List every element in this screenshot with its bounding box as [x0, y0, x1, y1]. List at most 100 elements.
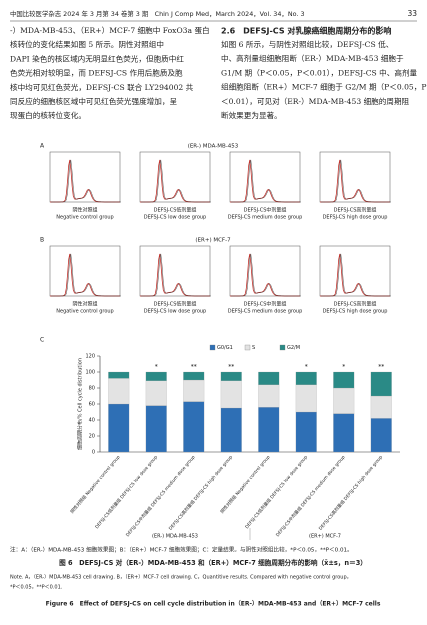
group-label-cn: 阴性对照组 [72, 207, 97, 214]
x-tick-label: DEFSJ-CS低剂量组 DEFSJ-CS low dose group [93, 454, 159, 531]
body-line: 如图 6 所示，与阴性对照组比较，DEFSJ-CS 低、 [221, 39, 393, 49]
panel-title: (ER+) MCF-7 [195, 238, 231, 244]
figure-note-cn: 注：A：（ER-）MDA-MB-453 细胞效果图；B：（ER+）MCF-7 细… [10, 546, 353, 554]
group-label-cn: DEFSJ-CS低剂量组 [154, 301, 197, 308]
group-label-en: DEFSJ-CS high dose group [323, 215, 388, 221]
group-label-cn: DEFSJ-CS中剂量组 [244, 301, 287, 308]
group-label-cn: DEFSJ-CS高剂量组 [334, 207, 377, 214]
histogram-frame [229, 245, 301, 297]
body-line: 组细胞阻断（ER+）MCF-7 细胞于 G2/M 期（P＜0.05，P [221, 82, 426, 92]
y-tick-label: 80 [89, 386, 95, 392]
significance-mark: * [305, 364, 308, 371]
histogram-frame [49, 245, 121, 297]
bar-segment [258, 384, 280, 408]
significance-mark: ** [228, 364, 234, 371]
group-label-en: DEFSJ-CS low dose group [144, 215, 206, 221]
x-tick-label: DEFSJ-CS中剂量组 DEFSJ-CS medium dose group [274, 454, 347, 539]
legend-swatch [244, 344, 251, 351]
bar-segment [295, 411, 317, 453]
body-line: 现蛋白的核转位变化。 [10, 110, 86, 120]
section-heading: 2.6 DEFSJ-CS 对乳腺癌细胞周期分布的影响 [221, 26, 391, 36]
bar-segment [295, 384, 317, 413]
y-axis-label: 细胞周期分布/% Cell cycle distribution [77, 358, 84, 450]
bar-segment [220, 407, 242, 453]
significance-mark: ** [378, 364, 384, 371]
body-line: 核中均可见红色荧光，DEFSJ-CS 联合 LY294002 共 [10, 82, 194, 92]
bar-segment [333, 371, 355, 389]
bar-segment [108, 403, 130, 453]
bar-segment [183, 371, 205, 381]
bar-segment [220, 371, 242, 381]
bar-segment [183, 379, 205, 402]
group-label-en: Negative control group [56, 215, 113, 221]
group-label-en: DEFSJ-CS low dose group [144, 309, 206, 315]
body-line: 同反应的细胞核区域中可见红色荧光强度增加，呈 [10, 96, 177, 106]
x-tick-label: DEFSJ-CS高剂量组 DEFSJ-CS high dose group [317, 454, 384, 532]
legend-label: G0/G1 [217, 345, 233, 351]
panel-label: A [40, 143, 45, 150]
panel-title: (ER-) MDA-MB-453 [188, 144, 239, 150]
body-line: G1/M 期（P＜0.05，P＜0.01），DEFSJ-CS 中、高剂量 [221, 67, 418, 77]
group-label-cn: DEFSJ-CS高剂量组 [334, 301, 377, 308]
histogram-curve [231, 253, 301, 297]
body-line: 核转位的变化结果如图 5 所示。阴性对照组中 [10, 39, 164, 49]
group-label-cn: DEFSJ-CS中剂量组 [244, 207, 287, 214]
group-label-cn: 阴性对照组 [72, 301, 97, 308]
histogram-frame [139, 245, 211, 297]
bar-segment [370, 418, 392, 453]
bar-segment [258, 371, 280, 385]
legend-label: G2/M [287, 345, 300, 351]
y-tick-label: 100 [85, 370, 95, 376]
group-label-en: DEFSJ-CS medium dose group [228, 215, 303, 221]
bar-segment [220, 380, 242, 409]
group-label: (ER+) MCF-7 [309, 534, 341, 540]
body-line: 色荧光相对较明显，而 DEFSJ-CS 作用后胞质及胞 [10, 68, 183, 78]
histogram-curve [321, 253, 391, 297]
y-tick-label: 60 [89, 402, 95, 408]
histogram-frame [319, 245, 391, 297]
figure-caption-en: Figure 6 Effect of DEFSJ-CS on cell cycl… [46, 600, 381, 608]
legend-swatch [209, 344, 216, 351]
significance-mark: * [155, 364, 158, 371]
histogram-frame [139, 151, 211, 203]
group-label-cn: DEFSJ-CS低剂量组 [154, 207, 197, 214]
y-tick-label: 120 [85, 354, 95, 360]
y-tick-label: 0 [92, 450, 95, 456]
y-tick-label: 40 [89, 418, 95, 424]
running-header: 中国比较医学杂志 2024 年 3 月第 34 卷第 3 期 Chin J Co… [10, 9, 305, 18]
bar-segment [258, 407, 280, 453]
page-number: 33 [407, 9, 417, 18]
group-label-en: DEFSJ-CS medium dose group [228, 309, 303, 315]
legend-swatch [279, 344, 286, 351]
significance-mark: * [342, 364, 345, 371]
bar-segment [108, 378, 130, 405]
body-line: ＜0.01），可见对（ER-）MDA-MB-453 细胞的周期阻 [221, 96, 410, 106]
histogram-curve [231, 159, 301, 203]
figure-note-en: *P＜0.05，**P＜0.01. [10, 585, 63, 591]
histogram-curve [141, 159, 211, 203]
legend-label: S [252, 345, 255, 351]
x-tick-label: DEFSJ-CS低剂量组 DEFSJ-CS low dose group [243, 454, 309, 531]
bar-segment [295, 371, 317, 385]
figure-caption-cn: 图 6 DEFSJ-CS 对（ER-）MDA-MB-453 和（ER+）MCF-… [59, 558, 367, 567]
body-line: -）MDA-MB-453、（ER+）MCF-7 细胞中 FoxO3a 蛋白 [10, 25, 210, 35]
bar-segment [370, 371, 392, 397]
group-label: (ER-) MDA-MB-453 [152, 534, 198, 540]
body-line: 中、高剂量组细胞阻断（ER-）MDA-MB-453 细胞于 [221, 53, 404, 63]
bar-segment [370, 395, 392, 419]
panel-label: B [40, 237, 44, 244]
bar-segment [333, 413, 355, 453]
x-tick-label: DEFSJ-CS中剂量组 DEFSJ-CS medium dose group [124, 454, 197, 539]
significance-mark: ** [191, 364, 197, 371]
histogram-frame [229, 151, 301, 203]
bar-segment [145, 371, 167, 381]
histogram-curve [51, 253, 121, 297]
histogram-frame [319, 151, 391, 203]
group-label-en: Negative control group [56, 309, 113, 315]
histogram-curve [51, 159, 121, 203]
bar-segment [145, 405, 167, 453]
bar-segment [333, 387, 355, 414]
histogram-curve [141, 253, 211, 297]
histogram-curve [321, 159, 391, 203]
